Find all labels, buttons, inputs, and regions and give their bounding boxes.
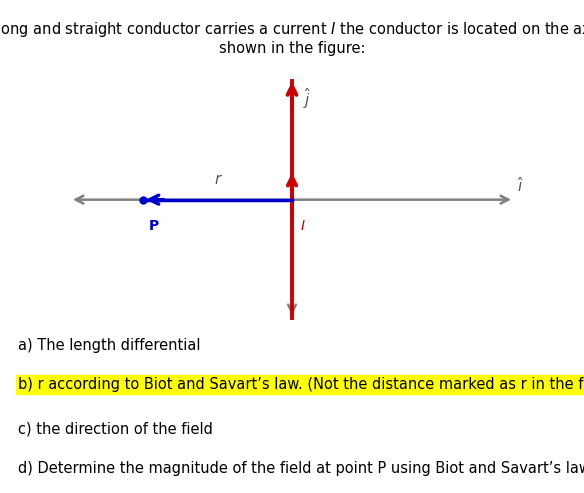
Text: I: I (301, 219, 305, 233)
Text: $\hat{\imath}$: $\hat{\imath}$ (517, 176, 524, 195)
Text: P: P (149, 219, 159, 233)
Text: r: r (214, 173, 221, 187)
Text: $\hat{j}$: $\hat{j}$ (303, 86, 311, 111)
Text: A very long and straight conductor carries a current $I$ the conductor is locate: A very long and straight conductor carri… (0, 20, 584, 56)
Text: b) r according to Biot and Savart’s law. (Not the distance marked as r in the fi: b) r according to Biot and Savart’s law.… (18, 377, 584, 392)
Text: d) Determine the magnitude of the field at point P using Biot and Savart’s law: d) Determine the magnitude of the field … (18, 461, 584, 476)
Text: c) the direction of the field: c) the direction of the field (18, 422, 213, 436)
Text: a) The length differential: a) The length differential (18, 338, 200, 352)
